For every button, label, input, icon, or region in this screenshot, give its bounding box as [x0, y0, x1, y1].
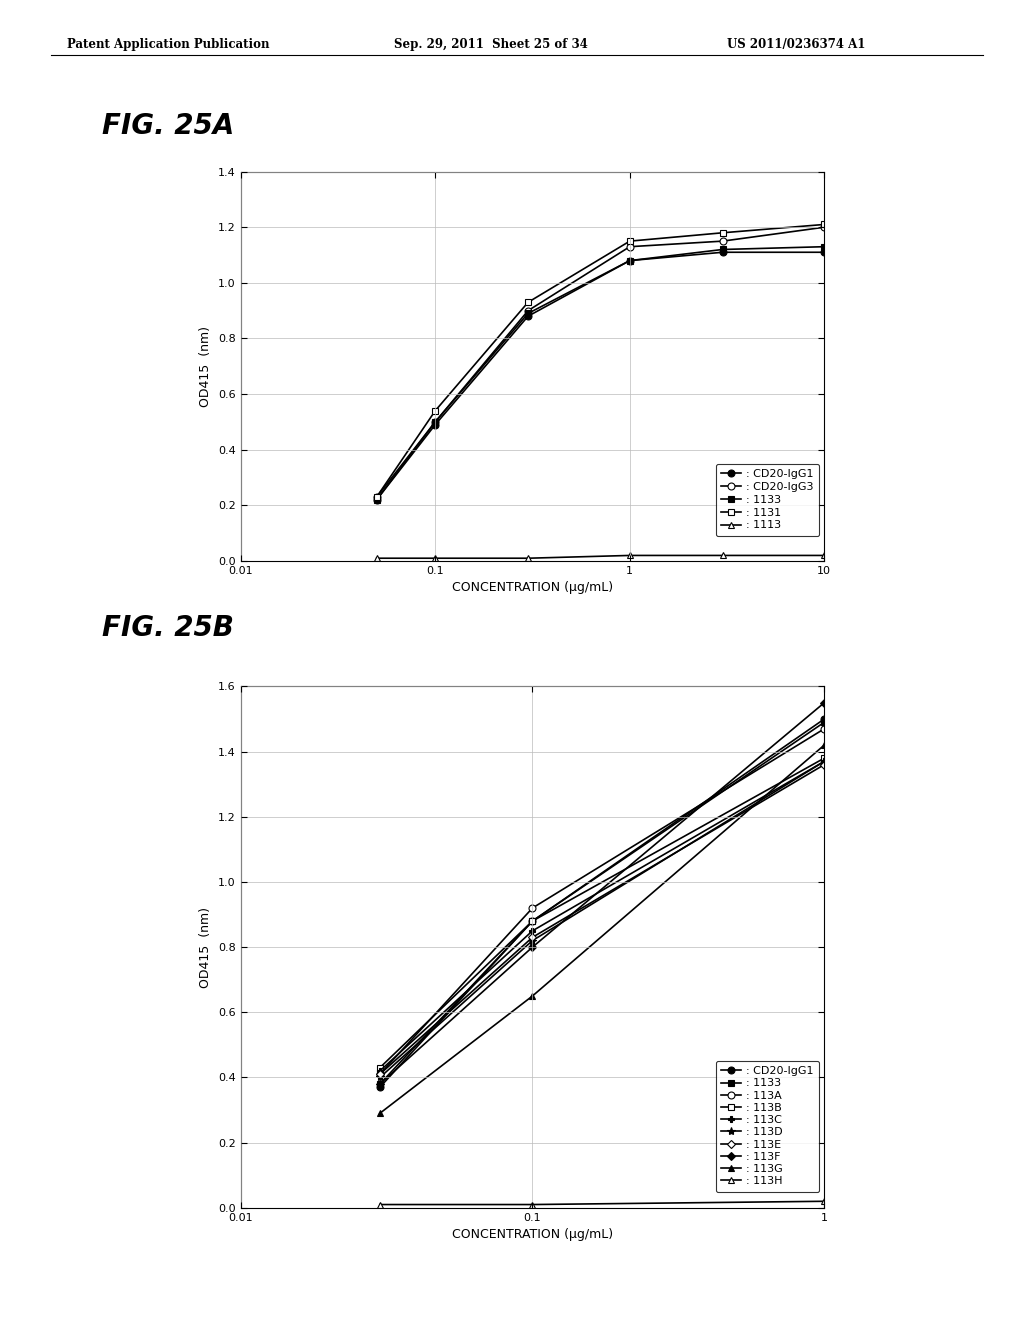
Legend: : CD20-IgG1, : CD20-IgG3, : 1133, : 1131, : 1113: : CD20-IgG1, : CD20-IgG3, : 1133, : 1131…: [716, 463, 819, 536]
: CD20-IgG1: (0.3, 0.88): CD20-IgG1: (0.3, 0.88): [522, 309, 535, 325]
: 1113: (0.1, 0.01): 1113: (0.1, 0.01): [429, 550, 441, 566]
Y-axis label: OD415  (nm): OD415 (nm): [200, 907, 212, 987]
: 1133: (10, 1.13): 1133: (10, 1.13): [818, 239, 830, 255]
Line: : CD20-IgG1: : CD20-IgG1: [373, 248, 827, 503]
: 1133: (0.1, 0.5): 1133: (0.1, 0.5): [429, 414, 441, 430]
Text: Sep. 29, 2011  Sheet 25 of 34: Sep. 29, 2011 Sheet 25 of 34: [394, 38, 588, 51]
: 113H: (0.03, 0.01): 113H: (0.03, 0.01): [374, 1197, 386, 1213]
Legend: : CD20-IgG1, : 1133, : 113A, : 113B, : 113C, : 113D, : 113E, : 113F, : 113G, : 1: : CD20-IgG1, : 1133, : 113A, : 113B, : 1…: [716, 1061, 819, 1192]
: 1133: (1, 1.49): 1133: (1, 1.49): [818, 714, 830, 730]
Line: : 113D: : 113D: [376, 758, 828, 1081]
: CD20-IgG1: (0.03, 0.37): CD20-IgG1: (0.03, 0.37): [374, 1080, 386, 1096]
: 113D: (0.03, 0.4): 113D: (0.03, 0.4): [374, 1069, 386, 1085]
Line: : 113F: : 113F: [377, 700, 827, 1086]
Line: : 1133: : 1133: [377, 719, 827, 1088]
: 1133: (0.03, 0.38): 1133: (0.03, 0.38): [374, 1076, 386, 1092]
Y-axis label: OD415  (nm): OD415 (nm): [200, 326, 212, 407]
: CD20-IgG1: (0.05, 0.22): CD20-IgG1: (0.05, 0.22): [371, 492, 383, 508]
Line: : 113A: : 113A: [377, 725, 827, 1077]
: 1113: (0.3, 0.01): 1113: (0.3, 0.01): [522, 550, 535, 566]
Line: : 113G: : 113G: [377, 742, 827, 1117]
: CD20-IgG1: (0.1, 0.49): CD20-IgG1: (0.1, 0.49): [429, 417, 441, 433]
: 113A: (0.1, 0.92): 113A: (0.1, 0.92): [526, 900, 539, 916]
: CD20-IgG3: (1, 1.13): CD20-IgG3: (1, 1.13): [624, 239, 636, 255]
: 113A: (1, 1.47): 113A: (1, 1.47): [818, 721, 830, 737]
: 113F: (0.03, 0.38): 113F: (0.03, 0.38): [374, 1076, 386, 1092]
: 1131: (3, 1.18): 1131: (3, 1.18): [717, 224, 729, 240]
: 113A: (0.03, 0.41): 113A: (0.03, 0.41): [374, 1067, 386, 1082]
Line: : CD20-IgG3: : CD20-IgG3: [373, 224, 827, 500]
: 113H: (1, 0.02): 113H: (1, 0.02): [818, 1193, 830, 1209]
: 1131: (1, 1.15): 1131: (1, 1.15): [624, 234, 636, 249]
Line: : 113E: : 113E: [377, 762, 827, 1077]
: 113E: (0.1, 0.83): 113E: (0.1, 0.83): [526, 929, 539, 945]
Line: : 1131: : 1131: [373, 220, 827, 500]
: 113B: (0.1, 0.88): 113B: (0.1, 0.88): [526, 913, 539, 929]
: CD20-IgG1: (3, 1.11): CD20-IgG1: (3, 1.11): [717, 244, 729, 260]
: 113G: (1, 1.42): 113G: (1, 1.42): [818, 737, 830, 752]
: 1113: (0.05, 0.01): 1113: (0.05, 0.01): [371, 550, 383, 566]
Line: : 113B: : 113B: [377, 755, 827, 1071]
X-axis label: CONCENTRATION (μg/mL): CONCENTRATION (μg/mL): [452, 581, 613, 594]
: 113H: (0.1, 0.01): 113H: (0.1, 0.01): [526, 1197, 539, 1213]
: CD20-IgG3: (3, 1.15): CD20-IgG3: (3, 1.15): [717, 234, 729, 249]
: CD20-IgG1: (10, 1.11): CD20-IgG1: (10, 1.11): [818, 244, 830, 260]
: 113G: (0.03, 0.29): 113G: (0.03, 0.29): [374, 1105, 386, 1121]
: 113E: (0.03, 0.41): 113E: (0.03, 0.41): [374, 1067, 386, 1082]
: 113D: (0.1, 0.82): 113D: (0.1, 0.82): [526, 933, 539, 949]
: 1133: (3, 1.12): 1133: (3, 1.12): [717, 242, 729, 257]
Text: US 2011/0236374 A1: US 2011/0236374 A1: [727, 38, 865, 51]
Line: : CD20-IgG1: : CD20-IgG1: [377, 715, 827, 1090]
: CD20-IgG1: (0.1, 0.88): CD20-IgG1: (0.1, 0.88): [526, 913, 539, 929]
: 113C: (0.1, 0.85): 113C: (0.1, 0.85): [526, 923, 539, 939]
: CD20-IgG3: (0.3, 0.9): CD20-IgG3: (0.3, 0.9): [522, 302, 535, 318]
Line: : 113H: : 113H: [377, 1197, 827, 1208]
Text: Patent Application Publication: Patent Application Publication: [67, 38, 269, 51]
: 113D: (1, 1.37): 113D: (1, 1.37): [818, 754, 830, 770]
: 113C: (1, 1.37): 113C: (1, 1.37): [818, 754, 830, 770]
X-axis label: CONCENTRATION (μg/mL): CONCENTRATION (μg/mL): [452, 1228, 613, 1241]
: 113F: (0.1, 0.8): 113F: (0.1, 0.8): [526, 940, 539, 956]
: 1133: (0.3, 0.89): 1133: (0.3, 0.89): [522, 305, 535, 321]
: CD20-IgG3: (10, 1.2): CD20-IgG3: (10, 1.2): [818, 219, 830, 235]
: 1113: (10, 0.02): 1113: (10, 0.02): [818, 548, 830, 564]
: 1113: (3, 0.02): 1113: (3, 0.02): [717, 548, 729, 564]
: 113E: (1, 1.36): 113E: (1, 1.36): [818, 756, 830, 772]
: CD20-IgG3: (0.05, 0.23): CD20-IgG3: (0.05, 0.23): [371, 490, 383, 506]
: 1131: (0.3, 0.93): 1131: (0.3, 0.93): [522, 294, 535, 310]
Line: : 1113: : 1113: [373, 552, 827, 562]
Line: : 1133: : 1133: [373, 243, 827, 503]
: CD20-IgG1: (1, 1.08): CD20-IgG1: (1, 1.08): [624, 252, 636, 268]
: 1133: (0.1, 0.88): 1133: (0.1, 0.88): [526, 913, 539, 929]
: CD20-IgG1: (1, 1.5): CD20-IgG1: (1, 1.5): [818, 711, 830, 727]
: 113G: (0.1, 0.65): 113G: (0.1, 0.65): [526, 989, 539, 1005]
Line: : 113C: : 113C: [377, 758, 827, 1074]
: 1133: (0.05, 0.22): 1133: (0.05, 0.22): [371, 492, 383, 508]
: CD20-IgG3: (0.1, 0.5): CD20-IgG3: (0.1, 0.5): [429, 414, 441, 430]
: 1133: (1, 1.08): 1133: (1, 1.08): [624, 252, 636, 268]
: 113B: (0.03, 0.43): 113B: (0.03, 0.43): [374, 1060, 386, 1076]
: 1131: (10, 1.21): 1131: (10, 1.21): [818, 216, 830, 232]
: 1131: (0.05, 0.23): 1131: (0.05, 0.23): [371, 490, 383, 506]
: 1113: (1, 0.02): 1113: (1, 0.02): [624, 548, 636, 564]
: 1131: (0.1, 0.54): 1131: (0.1, 0.54): [429, 403, 441, 418]
: 113C: (0.03, 0.42): 113C: (0.03, 0.42): [374, 1063, 386, 1078]
Text: FIG. 25A: FIG. 25A: [102, 112, 234, 140]
Text: FIG. 25B: FIG. 25B: [102, 614, 234, 642]
: 113B: (1, 1.38): 113B: (1, 1.38): [818, 750, 830, 766]
: 113F: (1, 1.55): 113F: (1, 1.55): [818, 694, 830, 710]
